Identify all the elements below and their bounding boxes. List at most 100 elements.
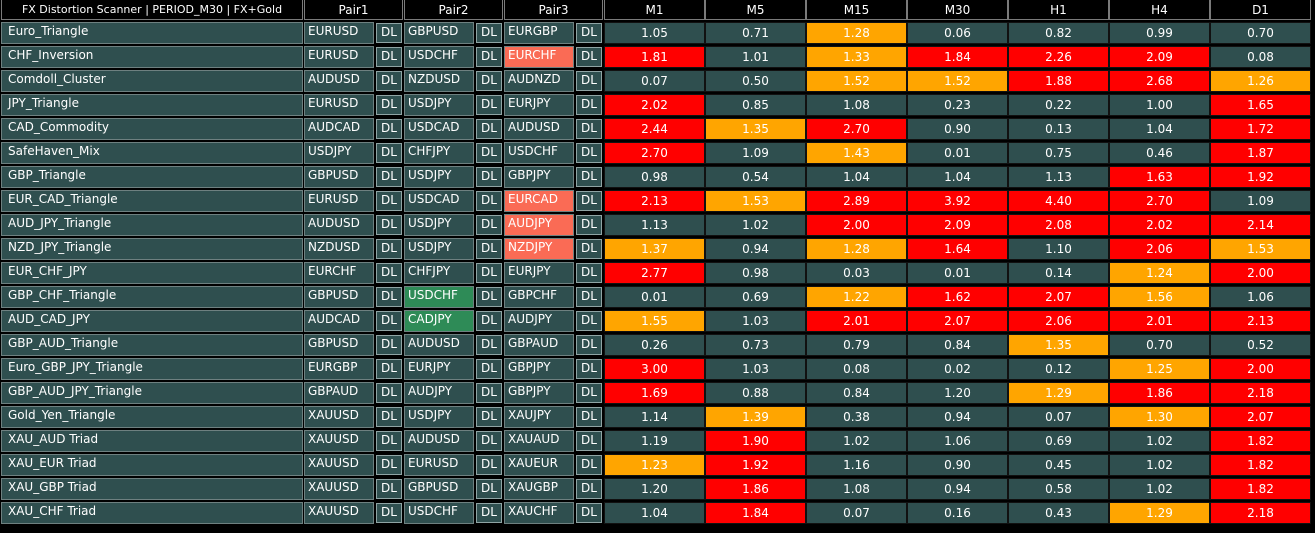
- dl-button[interactable]: DL: [476, 383, 502, 403]
- dl-button[interactable]: DL: [376, 335, 402, 355]
- dl-button[interactable]: DL: [576, 191, 602, 211]
- dl-button[interactable]: DL: [576, 167, 602, 187]
- dl-button[interactable]: DL: [476, 287, 502, 307]
- dl-button[interactable]: DL: [476, 479, 502, 499]
- dl-button[interactable]: DL: [376, 407, 402, 427]
- dl-button[interactable]: DL: [376, 455, 402, 475]
- basket-name: EUR_CHF_JPY: [1, 262, 303, 284]
- dl-button[interactable]: DL: [376, 47, 402, 67]
- pair-symbol: EURUSD: [304, 46, 374, 68]
- distortion-value: 0.14: [1008, 262, 1109, 284]
- pair-symbol: AUDUSD: [504, 118, 574, 140]
- dl-button[interactable]: DL: [376, 311, 402, 331]
- dl-button[interactable]: DL: [376, 383, 402, 403]
- distortion-value: 2.14: [1210, 214, 1311, 236]
- distortion-value: 1.00: [1109, 94, 1210, 116]
- dl-button[interactable]: DL: [576, 23, 602, 43]
- dl-button[interactable]: DL: [476, 335, 502, 355]
- pair-symbol: XAUUSD: [304, 406, 374, 428]
- pair-symbol: USDCHF: [404, 502, 474, 524]
- dl-button[interactable]: DL: [376, 263, 402, 283]
- dl-button[interactable]: DL: [476, 215, 502, 235]
- header-m30: M30: [907, 0, 1008, 20]
- distortion-value: 1.08: [806, 478, 907, 500]
- dl-button[interactable]: DL: [476, 455, 502, 475]
- dl-button[interactable]: DL: [376, 239, 402, 259]
- dl-button[interactable]: DL: [576, 455, 602, 475]
- dl-button[interactable]: DL: [376, 95, 402, 115]
- pair-symbol: USDJPY: [304, 142, 374, 164]
- distortion-value: 2.70: [806, 118, 907, 140]
- distortion-value: 3.92: [907, 190, 1008, 212]
- distortion-value: 2.07: [907, 310, 1008, 332]
- dl-button[interactable]: DL: [576, 311, 602, 331]
- dl-button[interactable]: DL: [476, 143, 502, 163]
- dl-button[interactable]: DL: [376, 119, 402, 139]
- dl-button[interactable]: DL: [376, 215, 402, 235]
- dl-button[interactable]: DL: [576, 287, 602, 307]
- dl-button[interactable]: DL: [376, 23, 402, 43]
- dl-button[interactable]: DL: [576, 215, 602, 235]
- distortion-value: 1.19: [604, 430, 705, 452]
- pair-symbol: XAUUSD: [304, 430, 374, 452]
- distortion-value: 0.01: [907, 142, 1008, 164]
- distortion-value: 1.52: [907, 70, 1008, 92]
- dl-button[interactable]: DL: [476, 311, 502, 331]
- distortion-value: 4.40: [1008, 190, 1109, 212]
- distortion-value: 1.69: [604, 382, 705, 404]
- dl-button[interactable]: DL: [576, 359, 602, 379]
- distortion-value: 0.70: [1210, 22, 1311, 44]
- dl-button[interactable]: DL: [376, 287, 402, 307]
- distortion-value: 0.90: [907, 118, 1008, 140]
- dl-button[interactable]: DL: [376, 431, 402, 451]
- distortion-value: 0.07: [806, 502, 907, 524]
- distortion-value: 0.45: [1008, 454, 1109, 476]
- dl-button[interactable]: DL: [476, 23, 502, 43]
- dl-button[interactable]: DL: [476, 95, 502, 115]
- dl-button[interactable]: DL: [376, 359, 402, 379]
- dl-button[interactable]: DL: [576, 119, 602, 139]
- dl-button[interactable]: DL: [576, 47, 602, 67]
- dl-button[interactable]: DL: [376, 479, 402, 499]
- pair-symbol: AUDUSD: [404, 334, 474, 356]
- dl-button[interactable]: DL: [576, 407, 602, 427]
- dl-button[interactable]: DL: [376, 143, 402, 163]
- distortion-value: 0.52: [1210, 334, 1311, 356]
- distortion-value: 1.84: [907, 46, 1008, 68]
- basket-name: CAD_Commodity: [1, 118, 303, 140]
- dl-button[interactable]: DL: [376, 191, 402, 211]
- dl-button[interactable]: DL: [376, 167, 402, 187]
- distortion-value: 1.52: [806, 70, 907, 92]
- dl-button[interactable]: DL: [576, 95, 602, 115]
- dl-button[interactable]: DL: [376, 503, 402, 523]
- distortion-value: 1.08: [806, 94, 907, 116]
- dl-button[interactable]: DL: [476, 431, 502, 451]
- basket-name: Comdoll_Cluster: [1, 70, 303, 92]
- dl-button[interactable]: DL: [576, 263, 602, 283]
- dl-button[interactable]: DL: [576, 503, 602, 523]
- dl-button[interactable]: DL: [376, 71, 402, 91]
- dl-button[interactable]: DL: [476, 239, 502, 259]
- dl-button[interactable]: DL: [476, 503, 502, 523]
- dl-button[interactable]: DL: [576, 335, 602, 355]
- dl-button[interactable]: DL: [476, 119, 502, 139]
- pair-symbol: EURCAD: [504, 190, 574, 212]
- dl-button[interactable]: DL: [576, 143, 602, 163]
- distortion-value: 2.06: [1008, 310, 1109, 332]
- dl-button[interactable]: DL: [576, 71, 602, 91]
- dl-button[interactable]: DL: [476, 47, 502, 67]
- dl-button[interactable]: DL: [476, 263, 502, 283]
- pair-symbol: EURUSD: [304, 190, 374, 212]
- dl-button[interactable]: DL: [576, 383, 602, 403]
- dl-button[interactable]: DL: [576, 479, 602, 499]
- dl-button[interactable]: DL: [476, 359, 502, 379]
- distortion-value: 3.00: [604, 358, 705, 380]
- dl-button[interactable]: DL: [476, 71, 502, 91]
- dl-button[interactable]: DL: [476, 167, 502, 187]
- dl-button[interactable]: DL: [576, 239, 602, 259]
- dl-button[interactable]: DL: [476, 407, 502, 427]
- dl-button[interactable]: DL: [476, 191, 502, 211]
- dl-button[interactable]: DL: [576, 431, 602, 451]
- pair-symbol: CADJPY: [404, 310, 474, 332]
- distortion-value: 2.13: [1210, 310, 1311, 332]
